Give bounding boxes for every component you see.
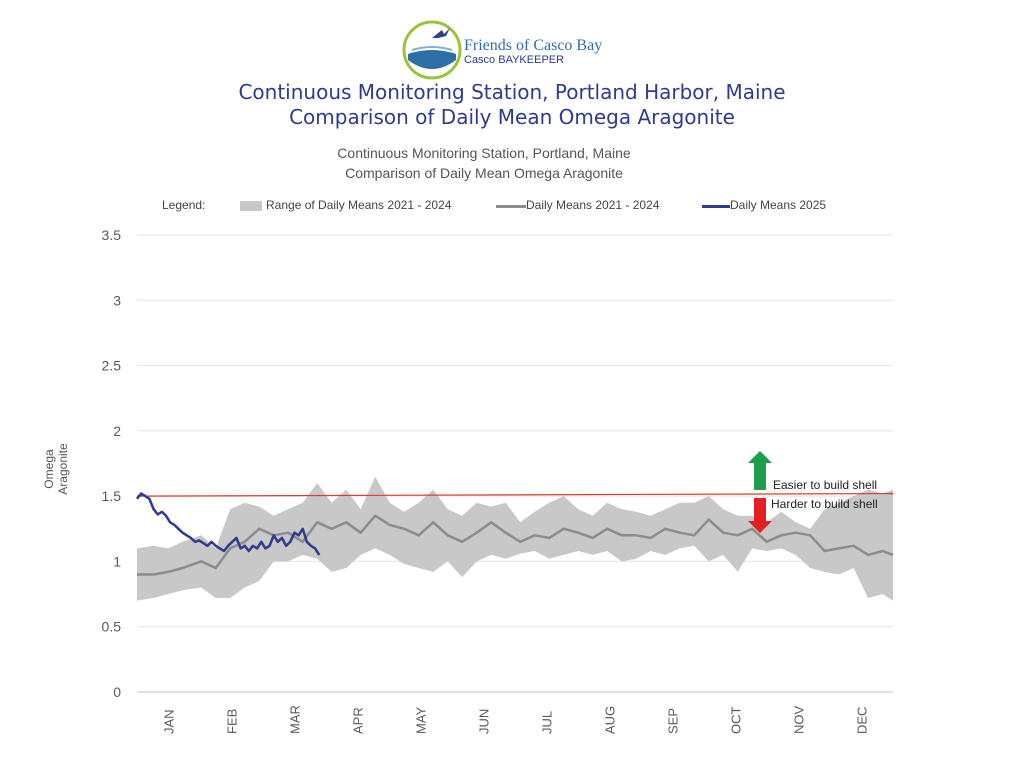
y-tick-label: 0.5 [102, 619, 122, 635]
bird-icon [432, 28, 450, 38]
chart-subtitle-line1: Continuous Monitoring Station, Portland,… [337, 145, 631, 161]
x-month-label: NOV [792, 706, 807, 735]
up-arrow-icon [748, 451, 772, 490]
series-line-daily-means-2025 [136, 492, 321, 556]
y-tick-label: 3 [113, 292, 121, 308]
y-tick-label: 3.5 [102, 227, 122, 243]
logo-text-line2: Casco BAYKEEPER [464, 54, 564, 66]
x-month-label: AUG [603, 706, 618, 734]
legend-mean-swatch [496, 205, 526, 208]
logo-water-icon [408, 50, 456, 69]
x-month-label: OCT [729, 707, 744, 735]
legend-range-swatch [240, 201, 262, 211]
logo-text-line1: Friends of Casco Bay [464, 37, 602, 54]
legend-current-swatch [702, 205, 730, 208]
y-tick-label: 2 [113, 423, 121, 439]
y-tick-label: 1 [113, 553, 121, 569]
x-month-label: JUL [540, 711, 555, 734]
x-month-label: JUN [477, 709, 492, 734]
threshold-line [136, 492, 894, 497]
x-month-label: APR [351, 707, 366, 734]
friends-of-casco-bay-logo: Friends of Casco Bay Casco BAYKEEPER [402, 20, 602, 80]
legend-mean-label: Daily Means 2021 - 2024 [526, 198, 660, 212]
annotation-easier: Easier to build shell [773, 478, 877, 492]
x-month-label: MAY [414, 706, 429, 734]
x-month-label: MAR [288, 705, 303, 734]
y-tick-label: 1.5 [102, 488, 122, 504]
legend-current-label: Daily Means 2025 [730, 198, 827, 212]
legend-label: Legend: [162, 198, 206, 212]
x-month-label: DEC [855, 707, 870, 734]
chart-subtitle-line2: Comparison of Daily Mean Omega Aragonite [345, 165, 623, 181]
y-tick-label: 0 [113, 684, 121, 700]
annotation-harder: Harder to build shell [771, 497, 878, 511]
x-month-label: SEP [666, 708, 681, 734]
legend-range-label: Range of Daily Means 2021 - 2024 [266, 198, 452, 212]
chart-title-line1: Continuous Monitoring Station, Portland … [238, 80, 786, 104]
y-tick-label: 2.5 [102, 358, 122, 374]
x-month-label: FEB [225, 709, 240, 734]
series-line-daily-means-2021-2024 [137, 514, 894, 576]
legend: Legend: Range of Daily Means 2021 - 2024… [160, 197, 880, 217]
chart-title-line2: Comparison of Daily Mean Omega Aragonite [289, 105, 735, 129]
x-month-label: JAN [162, 709, 177, 734]
down-arrow-icon [748, 498, 772, 533]
